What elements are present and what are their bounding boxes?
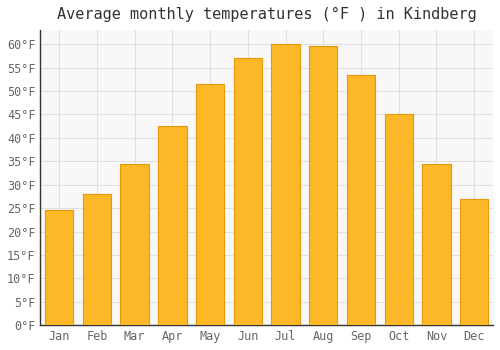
Bar bbox=[45, 210, 74, 325]
Bar bbox=[158, 126, 186, 325]
Bar bbox=[422, 163, 450, 325]
Bar bbox=[83, 194, 111, 325]
Title: Average monthly temperatures (°F ) in Kindberg: Average monthly temperatures (°F ) in Ki… bbox=[57, 7, 476, 22]
Bar bbox=[272, 44, 299, 325]
Bar bbox=[347, 75, 375, 325]
Bar bbox=[309, 47, 338, 325]
Bar bbox=[120, 163, 149, 325]
Bar bbox=[234, 58, 262, 325]
Bar bbox=[384, 114, 413, 325]
Bar bbox=[460, 199, 488, 325]
Bar bbox=[196, 84, 224, 325]
